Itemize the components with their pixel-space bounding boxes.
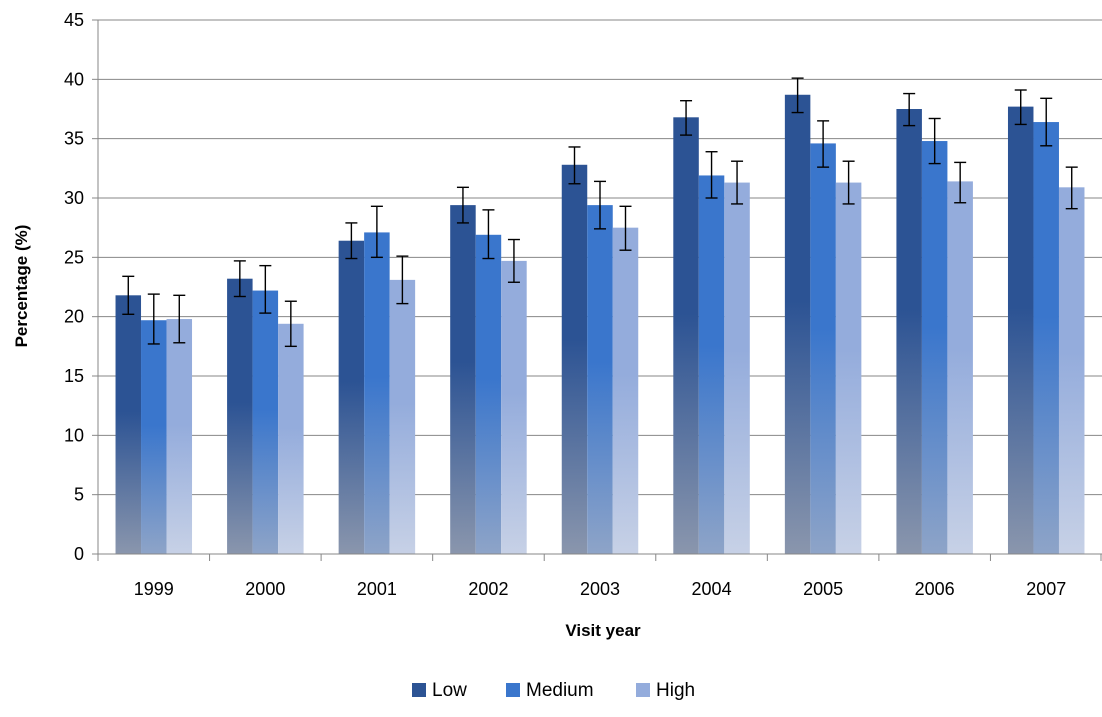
- bar-medium-2005: [810, 143, 836, 554]
- bar-high-2004: [724, 182, 750, 554]
- bar-high-1999: [166, 319, 193, 554]
- x-tick-label-2001: 2001: [357, 579, 397, 599]
- bar-medium-2006: [921, 141, 948, 555]
- y-tick-label-30: 30: [64, 188, 84, 208]
- y-axis-title: Percentage (%): [12, 225, 31, 348]
- bar-medium-2004: [698, 175, 725, 554]
- bar-high-2000: [278, 323, 304, 554]
- x-tick-label-2006: 2006: [915, 579, 955, 599]
- bar-medium-2000: [252, 290, 279, 554]
- y-tick-label-0: 0: [74, 544, 84, 564]
- y-tick-label-10: 10: [64, 425, 84, 445]
- legend-label-low: Low: [432, 680, 467, 701]
- bar-low-2002: [450, 205, 476, 554]
- bar-medium-2003: [587, 205, 613, 554]
- legend-swatch-low: [412, 683, 426, 697]
- bar-low-2001: [338, 240, 365, 554]
- bar-high-2001: [389, 279, 416, 554]
- x-tick-label-2003: 2003: [580, 579, 620, 599]
- x-axis-title: Visit year: [565, 621, 641, 640]
- x-tick-label-2005: 2005: [803, 579, 843, 599]
- x-tick-label-2004: 2004: [692, 579, 732, 599]
- y-tick-label-40: 40: [64, 69, 84, 89]
- legend: Low Medium High: [412, 680, 695, 701]
- bar-low-2006: [896, 109, 922, 554]
- bar-medium-2007: [1033, 122, 1059, 554]
- legend-swatch-high: [636, 683, 650, 697]
- x-tick-label-1999: 1999: [134, 579, 174, 599]
- bar-high-2005: [835, 182, 862, 554]
- bar-low-2004: [673, 117, 699, 554]
- y-tick-label-45: 45: [64, 10, 84, 30]
- y-tick-label-35: 35: [64, 129, 84, 149]
- bar-medium-2002: [475, 234, 502, 554]
- bar-low-1999: [115, 295, 142, 554]
- error-bars: [122, 77, 1078, 348]
- x-tick-label-2002: 2002: [468, 579, 508, 599]
- bar-medium-2001: [364, 232, 390, 554]
- axes: 0 5 10 15 20 25 30 35 40 45 1999 2000 2001 2002 2003 20…: [64, 10, 1102, 599]
- y-tick-label-15: 15: [64, 366, 84, 386]
- legend-swatch-medium: [506, 683, 520, 697]
- bar-low-2003: [561, 164, 588, 555]
- x-tick-label-2000: 2000: [245, 579, 285, 599]
- bar-low-2007: [1007, 106, 1034, 555]
- bar-low-2000: [227, 278, 253, 554]
- bar-medium-1999: [141, 320, 167, 554]
- legend-label-high: High: [656, 680, 695, 701]
- y-tick-label-25: 25: [64, 247, 84, 267]
- x-tick-label-2007: 2007: [1026, 579, 1066, 599]
- legend-label-medium: Medium: [526, 680, 594, 701]
- y-tick-label-5: 5: [74, 485, 84, 505]
- bar-high-2006: [947, 181, 973, 555]
- bars: [115, 94, 1085, 555]
- bar-high-2003: [612, 227, 639, 554]
- bar-low-2005: [784, 94, 811, 554]
- bar-high-2002: [501, 260, 527, 554]
- bar-high-2007: [1058, 187, 1085, 554]
- y-tick-label-20: 20: [64, 307, 84, 327]
